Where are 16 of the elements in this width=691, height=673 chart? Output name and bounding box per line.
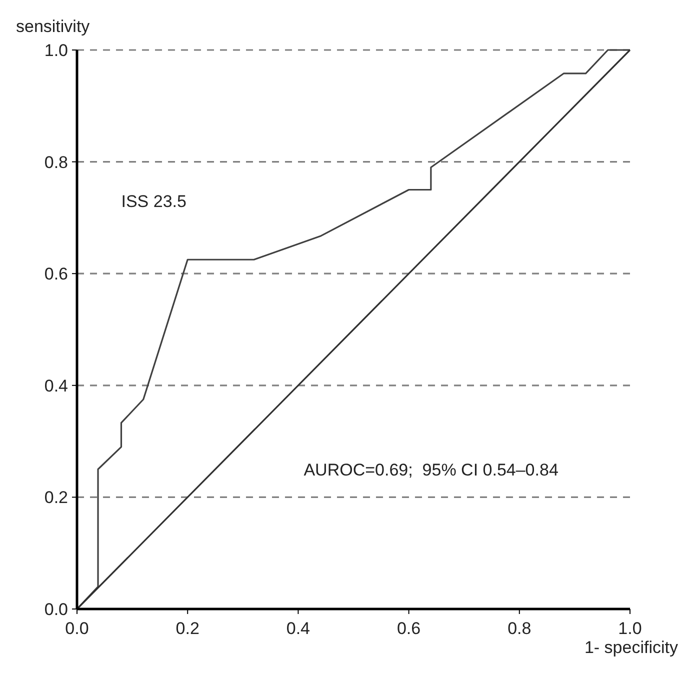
- y-tick-label: 0.2: [44, 488, 68, 508]
- x-tick-label: 1.0: [618, 619, 642, 638]
- x-axis-title: 1- specificity: [584, 638, 678, 657]
- annotation: AUROC=0.69; 95% CI 0.54–0.84: [304, 460, 558, 480]
- y-tick-label: 0.8: [44, 152, 68, 172]
- x-tick-label: 0.2: [176, 619, 200, 638]
- annotation: ISS 23.5: [121, 192, 186, 211]
- y-tick-label: 0.4: [44, 376, 68, 396]
- x-tick-label: 0.4: [286, 619, 310, 638]
- x-tick-label: 0.6: [396, 619, 421, 638]
- y-tick-label: 0.6: [44, 264, 68, 284]
- y-axis-title: sensitivity: [16, 17, 90, 36]
- y-tick-label: 1.0: [44, 41, 68, 60]
- x-tick-label: 0.0: [65, 619, 89, 638]
- y-tick-label: 0.0: [44, 600, 68, 619]
- x-tick-label: 0.8: [508, 619, 532, 638]
